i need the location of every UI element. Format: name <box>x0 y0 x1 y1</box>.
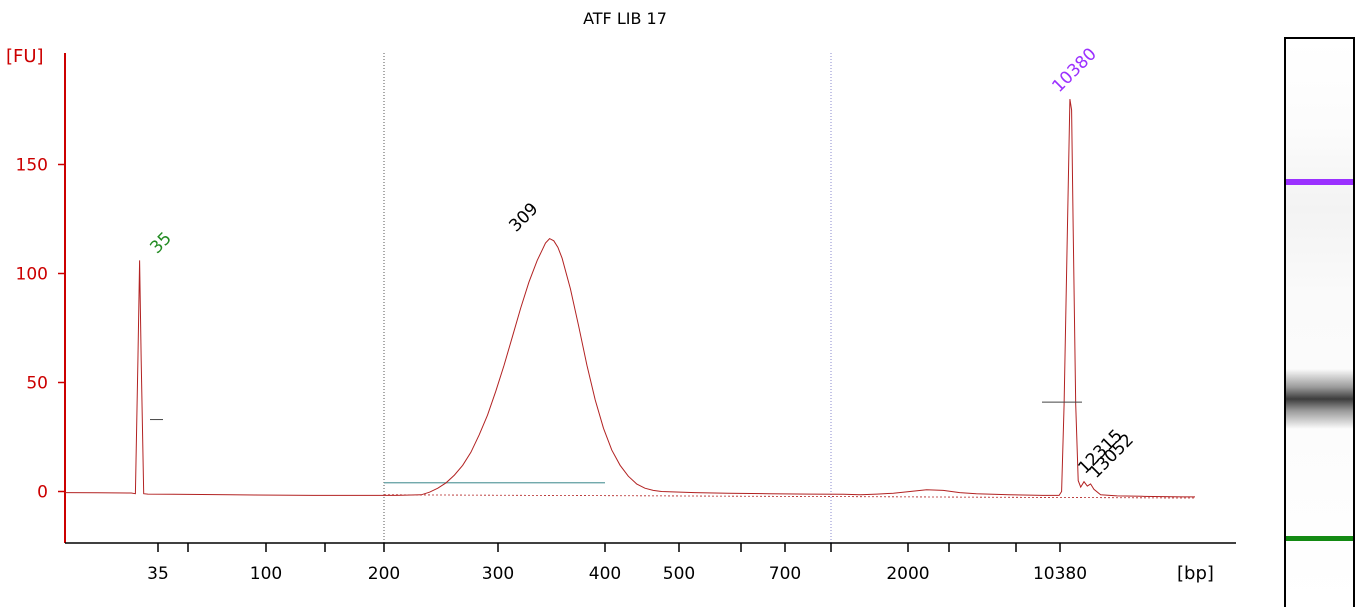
trace <box>64 99 1195 498</box>
y-ticks: 0 50 100 150 <box>16 156 65 503</box>
chart-title: ATF LIB 17 <box>583 9 667 28</box>
axes <box>64 53 1236 544</box>
peak-label: 309 <box>505 199 542 236</box>
y-axis-label: [FU] <box>6 46 44 67</box>
baseline-line <box>383 494 1196 499</box>
x-axis-label: [bp] <box>1177 563 1214 584</box>
trace-line <box>64 99 1195 498</box>
peak-label: 35 <box>146 229 175 258</box>
upper-marker-band <box>1286 179 1353 185</box>
gel-lane <box>1284 37 1355 607</box>
x-tick-label: 200 <box>368 564 400 584</box>
x-tick-label: 400 <box>589 564 621 584</box>
y-tick-label: 0 <box>37 483 48 503</box>
lower-marker-band <box>1286 536 1353 541</box>
dotted-lines <box>383 53 832 543</box>
x-tick-label: 300 <box>482 564 514 584</box>
x-tick-label: 10380 <box>1033 564 1087 584</box>
peak-label: 10380 <box>1048 44 1100 96</box>
x-tick-label: 100 <box>250 564 282 584</box>
x-tick-label: 35 <box>147 564 169 584</box>
x-ticks: 35 100 200 300 400 500 700 2000 10380 <box>147 543 1087 584</box>
x-tick-label: 500 <box>663 564 695 584</box>
x-tick-label: 700 <box>769 564 801 584</box>
sample-band <box>1286 369 1353 429</box>
x-tick-label: 2000 <box>886 564 929 584</box>
region <box>383 482 1196 499</box>
y-tick-label: 50 <box>26 374 48 394</box>
y-tick-label: 100 <box>16 265 48 285</box>
y-tick-label: 150 <box>16 156 48 176</box>
